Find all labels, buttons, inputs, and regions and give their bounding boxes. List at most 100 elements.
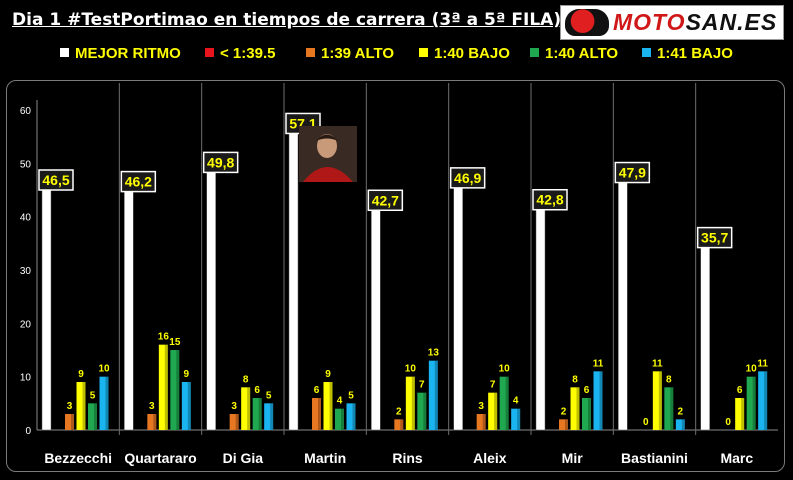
bar-shade — [434, 360, 438, 430]
logo-wordmark: MOTOSAN.ES — [613, 9, 778, 35]
bar-shade — [576, 387, 580, 430]
bar-shade — [71, 414, 74, 430]
bar-1-39-alto — [476, 414, 486, 430]
bar-mejor-ritmo — [288, 125, 299, 431]
bar-1-41-bajo — [181, 382, 191, 430]
bar-1-40-alto — [252, 398, 262, 430]
bar-1-40-alto — [417, 392, 427, 430]
category-label: Martin — [304, 450, 346, 466]
category-label: Bastianini — [621, 450, 688, 466]
bar-1-40-alto — [582, 398, 591, 430]
bar-mejor-ritmo — [371, 202, 381, 431]
best-pace-label-box — [202, 151, 239, 174]
category-label: Mir — [562, 450, 584, 466]
bar-1-40-alto — [499, 376, 509, 430]
legend-swatch-1-39-5 — [205, 48, 214, 57]
legend-swatch-mejor-ritmo — [60, 48, 69, 57]
bar-shade — [411, 376, 415, 430]
bar-value-1-39-alto: 2 — [561, 406, 567, 417]
bar-value-1-39-alto: 3 — [67, 401, 73, 412]
bar-value-1-41-bajo: 4 — [513, 396, 519, 407]
bar-1-40-alto — [664, 387, 674, 430]
chart-frame — [6, 80, 785, 472]
bar-shade — [423, 392, 427, 430]
bar-1-39-alto — [394, 419, 404, 430]
bar-mejor-ritmo — [41, 181, 52, 431]
category-label: Aleix — [473, 450, 507, 466]
bar-1-41-bajo — [346, 403, 356, 430]
bar-shade — [400, 419, 404, 430]
bar-value-1-40-bajo: 8 — [572, 374, 578, 385]
bar-value-1-40-bajo: 9 — [78, 369, 84, 380]
bar-shade — [352, 403, 356, 430]
best-pace-label-box — [367, 189, 404, 212]
category-label: Bezzecchi — [44, 450, 112, 466]
bar-1-40-bajo — [158, 344, 168, 430]
bar-1-41-bajo — [264, 403, 274, 430]
bar-shade — [258, 398, 262, 430]
legend-label-1-39-alto: 1:39 ALTO — [321, 45, 394, 62]
bar-1-40-bajo — [488, 392, 498, 430]
best-pace-value: 46,2 — [125, 174, 152, 190]
bar-value-1-39-alto: 3 — [231, 401, 237, 412]
bar-value-1-41-bajo: 11 — [757, 358, 768, 369]
bar-shade — [658, 371, 662, 430]
bar-shade — [482, 414, 486, 430]
bar-1-40-bajo — [323, 382, 333, 430]
bar-shade — [318, 398, 321, 430]
bar-mejor-ritmo — [206, 164, 216, 431]
bar-1-41-bajo — [99, 376, 109, 430]
bar-mejor-ritmo — [618, 174, 628, 431]
y-tick-label: 50 — [20, 159, 32, 170]
legend-swatch-1-41-bajo — [642, 48, 651, 57]
bar-shade — [565, 419, 568, 430]
bar-shade — [752, 376, 756, 430]
bar-1-41-bajo — [428, 360, 438, 430]
bar-1-39-alto — [559, 419, 568, 430]
y-tick-label: 60 — [20, 106, 32, 117]
x-axis-labels: Bezzecchi Quartararo Di Gia Martin Rins Aleix… — [44, 450, 753, 466]
category-label: Quartararo — [124, 450, 196, 466]
bar-1-40-bajo — [76, 382, 86, 430]
best-pace-value: 35,7 — [701, 230, 728, 246]
legend-swatch-1-40-alto — [530, 48, 539, 57]
y-tick-label: 40 — [20, 213, 32, 224]
category-label: Marc — [720, 450, 753, 466]
bar-1-40-alto — [335, 408, 344, 430]
bar-1-40-bajo — [241, 387, 251, 430]
bar-value-1-39-alto: 0 — [643, 417, 649, 428]
best-pace-label-box — [614, 161, 651, 184]
bar-1-39-alto — [147, 414, 157, 430]
bar-value-1-40-bajo: 10 — [405, 364, 417, 375]
legend-label-mejor-ritmo: MEJOR RITMO — [75, 45, 181, 62]
y-tick-label: 20 — [20, 319, 32, 330]
bar-shade — [341, 408, 344, 430]
bar-shade — [494, 392, 498, 430]
bar-shade — [164, 344, 168, 430]
bar-value-1-41-bajo: 11 — [593, 358, 604, 369]
bar-1-40-alto — [746, 376, 756, 430]
legend-label-1-40-alto: 1:40 ALTO — [545, 45, 618, 62]
bar-mejor-ritmo — [453, 179, 463, 431]
legend-label-1-39-5: < 1:39.5 — [220, 45, 275, 62]
bar-shade — [741, 398, 745, 430]
bar-value-1-41-bajo: 10 — [98, 364, 110, 375]
best-pace-label-box — [120, 170, 157, 193]
bar-shade — [187, 382, 191, 430]
bar-shade — [764, 371, 768, 430]
bar-1-40-bajo — [652, 371, 662, 430]
bar-value-1-41-bajo: 2 — [678, 406, 684, 417]
bar-1-41-bajo — [758, 371, 768, 430]
best-pace-value: 42,7 — [372, 192, 399, 208]
bar-value-1-40-alto: 8 — [666, 374, 672, 385]
bar-value-1-40-bajo: 11 — [652, 358, 663, 369]
bar-shade — [94, 403, 97, 430]
category-label: Rins — [392, 450, 423, 466]
bar-value-1-40-bajo: 6 — [737, 385, 743, 396]
bar-value-1-40-bajo: 9 — [325, 369, 331, 380]
bar-value-1-40-bajo: 16 — [158, 332, 170, 343]
legend-label-1-40-bajo: 1:40 BAJO — [434, 45, 510, 62]
bar-mejor-ritmo — [535, 201, 546, 431]
